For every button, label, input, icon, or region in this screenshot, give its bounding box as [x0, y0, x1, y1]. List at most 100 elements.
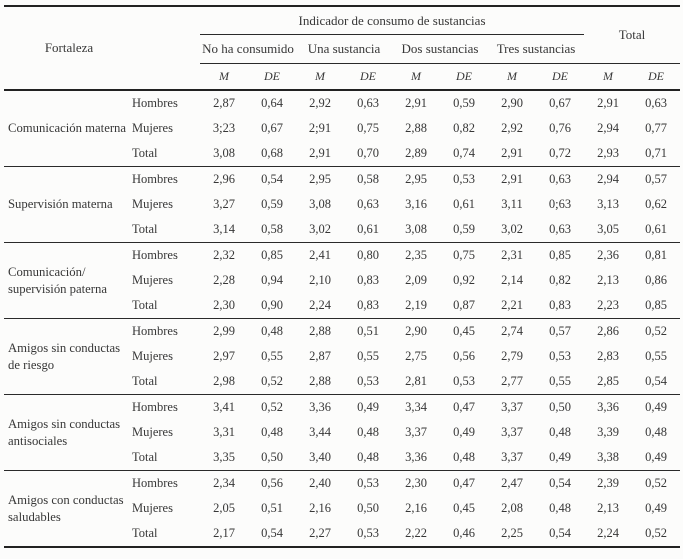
value-cell: 0,55	[357, 349, 379, 363]
value-cell: 2,19	[392, 293, 440, 319]
table-body: Comunicación materna Hombres 2,87 0,64 2,92 0…	[4, 90, 681, 548]
value-cell: 0,54	[261, 172, 283, 186]
value-cell: 0,53	[549, 349, 571, 363]
value-cell: 3,36	[392, 445, 440, 471]
value-cell: 0,85	[549, 248, 571, 262]
sex-label: Total	[130, 293, 200, 319]
value-cell: 0,54	[632, 369, 681, 395]
value-cell: 3,27	[213, 197, 235, 211]
value-cell: 2,41	[309, 248, 331, 262]
sex-label: Total	[130, 141, 200, 167]
value-cell: 0,53	[453, 172, 475, 186]
value-cell: 3,02	[296, 217, 344, 243]
sex-label: Total	[130, 521, 200, 548]
value-cell: 0,63	[549, 172, 571, 186]
value-cell: 0,47	[453, 400, 475, 414]
value-cell: 2,90	[501, 96, 523, 110]
value-cell: 2,36	[597, 248, 619, 262]
stat-header-m: M	[392, 63, 440, 91]
value-cell: 2,99	[213, 324, 235, 338]
value-cell: 2,92	[309, 96, 331, 110]
value-cell: 2,77	[488, 369, 536, 395]
value-cell: 3,14	[200, 217, 248, 243]
sex-label: Hombres	[132, 476, 178, 490]
table-header: Fortaleza Indicador de consumo de sustan…	[4, 6, 681, 91]
value-cell: 0,85	[632, 293, 681, 319]
value-cell: 0;63	[548, 197, 572, 211]
group-name: Comunicación materna	[4, 90, 130, 167]
value-cell: 0,74	[440, 141, 488, 167]
table-row: Mujeres 2,28 0,94 2,10 0,83 2,09 0,92 2,14 0,82 2…	[4, 268, 680, 293]
value-cell: 0,45	[453, 324, 475, 338]
value-cell: 0,56	[453, 349, 475, 363]
value-cell: 2,81	[392, 369, 440, 395]
value-cell: 2,34	[213, 476, 235, 490]
value-cell: 2,83	[597, 349, 619, 363]
value-cell: 3,38	[584, 445, 633, 471]
value-cell: 0,87	[440, 293, 488, 319]
col-group-header: Tres sustancias	[488, 34, 585, 64]
table-row: Amigos con conductas saludables Hombres 2,3…	[4, 470, 680, 548]
table-row: Total 3,35 0,50 3,40 0,48 3,36 0,48 3,37 0,49 3,3…	[4, 445, 681, 471]
value-cell: 0,62	[645, 197, 667, 211]
value-cell: 0,54	[248, 521, 296, 548]
value-cell: 0,45	[453, 501, 475, 515]
value-cell: 2,91	[597, 96, 619, 110]
value-cell: 2,95	[405, 172, 427, 186]
value-cell: 2,91	[405, 96, 427, 110]
value-cell: 0,59	[261, 197, 283, 211]
value-cell: 0,54	[549, 476, 571, 490]
value-cell: 2,09	[405, 273, 427, 287]
value-cell: 0,70	[344, 141, 392, 167]
value-cell: 0,52	[645, 324, 667, 338]
table-row: Mujeres 2,97 0,55 2,87 0,55 2,75 0,56 2,79 0,53 2…	[4, 344, 680, 369]
value-cell: 0,77	[645, 121, 667, 135]
value-cell: 2,30	[405, 476, 427, 490]
value-cell: 0,52	[261, 400, 283, 414]
value-cell: 0,50	[357, 501, 379, 515]
span-header: Indicador de consumo de sustancias	[200, 6, 585, 35]
value-cell: 2,39	[597, 476, 619, 490]
value-cell: 2,94	[597, 172, 619, 186]
value-cell: 2,05	[213, 501, 235, 515]
value-cell: 0,49	[632, 445, 681, 471]
value-cell: 3,36	[597, 400, 619, 414]
value-cell: 3,11	[501, 197, 523, 211]
stat-header-de: DE	[440, 63, 488, 91]
header-row-stats: M DE M DE M DE M DE M DE	[4, 63, 681, 91]
value-cell: 2,24	[296, 293, 344, 319]
value-cell: 2,97	[213, 349, 235, 363]
value-cell: 0,56	[261, 476, 283, 490]
table-row: Mujeres 3,31 0,48 3,44 0,48 3,37 0,49 3,37 0,48 3…	[4, 420, 680, 445]
value-cell: 0,81	[645, 248, 667, 262]
value-cell: 0,54	[536, 521, 585, 548]
value-cell: 3,05	[584, 217, 633, 243]
sex-label: Mujeres	[132, 121, 173, 135]
value-cell: 0,53	[440, 369, 488, 395]
value-cell: 2,79	[501, 349, 523, 363]
value-cell: 0,55	[645, 349, 667, 363]
value-cell: 0,49	[645, 501, 667, 515]
value-cell: 2,31	[501, 248, 523, 262]
value-cell: 3,37	[488, 445, 536, 471]
value-cell: 0,92	[453, 273, 475, 287]
value-cell: 2,30	[200, 293, 248, 319]
table-row: Mujeres 3,27 0,59 3,08 0,63 3,16 0,61 3,11 0;63 3…	[4, 192, 680, 217]
value-cell: 0,49	[645, 400, 667, 414]
value-cell: 0,53	[344, 369, 392, 395]
value-cell: 0,59	[453, 96, 475, 110]
value-cell: 2,88	[405, 121, 427, 135]
value-cell: 0,83	[536, 293, 585, 319]
value-cell: 2,27	[296, 521, 344, 548]
value-cell: 3,35	[200, 445, 248, 471]
value-cell: 2,91	[488, 141, 536, 167]
value-cell: 3,08	[309, 197, 331, 211]
value-cell: 0,48	[549, 501, 571, 515]
value-cell: 2,14	[501, 273, 523, 287]
value-cell: 0,72	[536, 141, 585, 167]
value-cell: 0,52	[632, 521, 681, 548]
value-cell: 2,88	[309, 324, 331, 338]
value-cell: 0,48	[261, 425, 283, 439]
value-cell: 2;91	[308, 121, 332, 135]
